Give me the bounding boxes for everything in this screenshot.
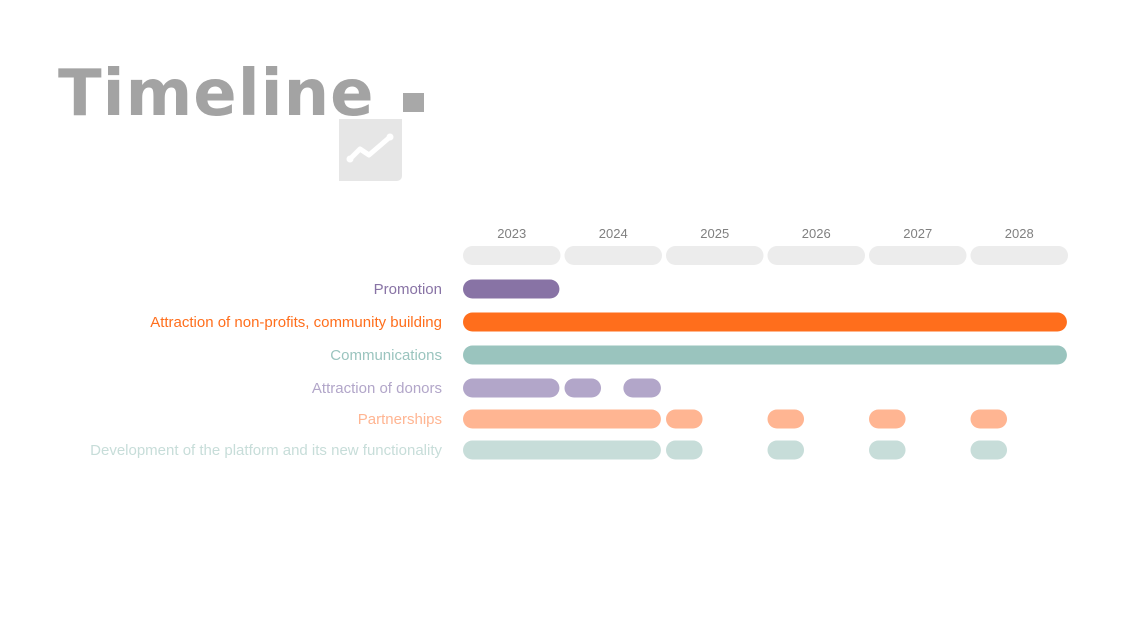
year-label-2024: 2024 — [599, 226, 628, 241]
page-title: Timeline — [58, 57, 375, 131]
timeline-bar — [767, 440, 805, 460]
timeline-bar — [767, 409, 805, 429]
timeline-bar — [463, 440, 661, 460]
year-pill-2023 — [463, 246, 561, 265]
timeline-bar — [666, 440, 703, 460]
timeline-bar — [666, 409, 703, 429]
timeline-bar — [970, 409, 1008, 429]
timeline-bar — [869, 440, 906, 460]
decorative-square — [403, 93, 424, 112]
timeline-bar — [623, 378, 661, 398]
year-label-2028: 2028 — [1005, 226, 1034, 241]
row-label: Partnerships — [358, 411, 442, 428]
row-label: Development of the platform and its new … — [90, 442, 442, 459]
year-pill-2027 — [869, 246, 967, 265]
year-label-2025: 2025 — [700, 226, 729, 241]
year-pill-2026 — [767, 246, 865, 265]
timeline-bar — [463, 345, 1067, 365]
row-label: Attraction of non-profits, community bui… — [150, 314, 442, 331]
timeline-bar — [463, 409, 661, 429]
timeline-bar — [970, 440, 1008, 460]
row-label: Communications — [330, 347, 442, 364]
timeline-bar — [463, 378, 560, 398]
row-label: Attraction of donors — [312, 380, 442, 397]
year-pill-2024 — [564, 246, 662, 265]
timeline-bar — [463, 279, 560, 299]
year-pill-2025 — [666, 246, 764, 265]
year-pill-2028 — [970, 246, 1068, 265]
year-label-2023: 2023 — [497, 226, 526, 241]
timeline-bar — [869, 409, 906, 429]
year-label-2027: 2027 — [903, 226, 932, 241]
row-label: Promotion — [374, 281, 442, 298]
trend-line-icon — [339, 119, 402, 181]
timeline-bar — [564, 378, 602, 398]
timeline-bar — [463, 312, 1067, 332]
year-label-2026: 2026 — [802, 226, 831, 241]
